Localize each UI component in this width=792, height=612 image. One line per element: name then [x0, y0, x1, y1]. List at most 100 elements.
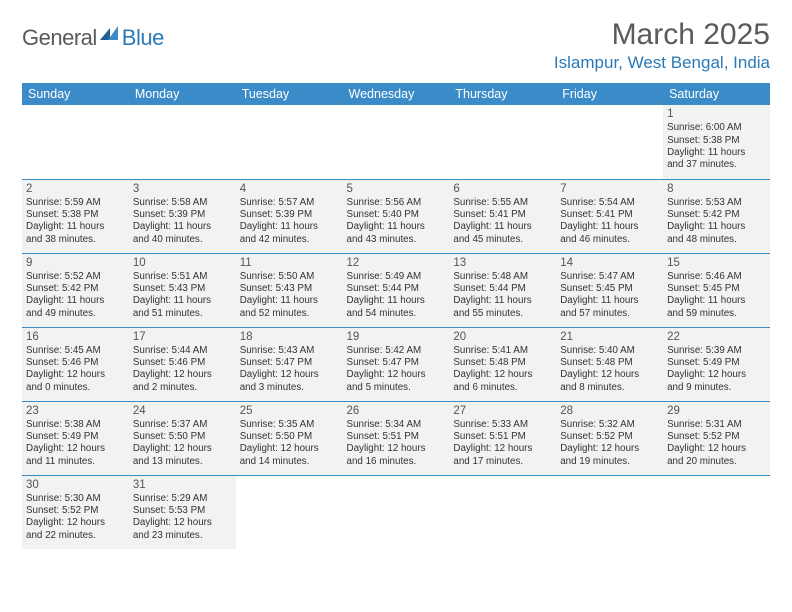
calendar-week-row: 23Sunrise: 5:38 AMSunset: 5:49 PMDayligh… [22, 401, 770, 475]
daylight-text: Daylight: 12 hours [26, 369, 125, 381]
daylight-text: and 0 minutes. [26, 382, 125, 394]
daylight-text: Daylight: 12 hours [26, 443, 125, 455]
sunrise-text: Sunrise: 5:50 AM [240, 271, 339, 283]
calendar-cell: 12Sunrise: 5:49 AMSunset: 5:44 PMDayligh… [343, 253, 450, 327]
sunrise-text: Sunrise: 5:51 AM [133, 271, 232, 283]
calendar-cell: 31Sunrise: 5:29 AMSunset: 5:53 PMDayligh… [129, 475, 236, 549]
daylight-text: and 38 minutes. [26, 234, 125, 246]
day-number: 14 [560, 256, 659, 270]
day-number: 3 [133, 182, 232, 196]
sunrise-text: Sunrise: 5:57 AM [240, 197, 339, 209]
calendar-cell: 19Sunrise: 5:42 AMSunset: 5:47 PMDayligh… [343, 327, 450, 401]
day-number: 16 [26, 330, 125, 344]
sunset-text: Sunset: 5:52 PM [560, 431, 659, 443]
calendar-week-row: 30Sunrise: 5:30 AMSunset: 5:52 PMDayligh… [22, 475, 770, 549]
daylight-text: Daylight: 11 hours [667, 147, 766, 159]
sunrise-text: Sunrise: 5:42 AM [347, 345, 446, 357]
sunrise-text: Sunrise: 5:48 AM [453, 271, 552, 283]
calendar-cell [663, 475, 770, 549]
sunrise-text: Sunrise: 5:34 AM [347, 419, 446, 431]
calendar-cell [556, 105, 663, 179]
day-number: 26 [347, 404, 446, 418]
sunrise-text: Sunrise: 5:43 AM [240, 345, 339, 357]
flag-icon [100, 24, 120, 45]
sunset-text: Sunset: 5:40 PM [347, 209, 446, 221]
sunrise-text: Sunrise: 5:29 AM [133, 493, 232, 505]
calendar-cell: 16Sunrise: 5:45 AMSunset: 5:46 PMDayligh… [22, 327, 129, 401]
daylight-text: Daylight: 12 hours [453, 443, 552, 455]
day-number: 11 [240, 256, 339, 270]
daylight-text: and 55 minutes. [453, 308, 552, 320]
calendar-week-row: 2Sunrise: 5:59 AMSunset: 5:38 PMDaylight… [22, 179, 770, 253]
daylight-text: and 42 minutes. [240, 234, 339, 246]
page-header: General Blue March 2025 Islampur, West B… [22, 18, 770, 73]
weekday-header: Thursday [449, 83, 556, 105]
daylight-text: and 6 minutes. [453, 382, 552, 394]
sunrise-text: Sunrise: 5:45 AM [26, 345, 125, 357]
calendar-cell: 6Sunrise: 5:55 AMSunset: 5:41 PMDaylight… [449, 179, 556, 253]
calendar-cell: 27Sunrise: 5:33 AMSunset: 5:51 PMDayligh… [449, 401, 556, 475]
day-number: 29 [667, 404, 766, 418]
daylight-text: Daylight: 12 hours [453, 369, 552, 381]
calendar-cell: 2Sunrise: 5:59 AMSunset: 5:38 PMDaylight… [22, 179, 129, 253]
daylight-text: and 20 minutes. [667, 456, 766, 468]
calendar-cell [129, 105, 236, 179]
daylight-text: Daylight: 12 hours [133, 517, 232, 529]
daylight-text: Daylight: 12 hours [347, 443, 446, 455]
sunset-text: Sunset: 5:41 PM [453, 209, 552, 221]
calendar-cell [343, 475, 450, 549]
day-number: 5 [347, 182, 446, 196]
daylight-text: Daylight: 11 hours [560, 295, 659, 307]
daylight-text: and 2 minutes. [133, 382, 232, 394]
calendar-cell: 25Sunrise: 5:35 AMSunset: 5:50 PMDayligh… [236, 401, 343, 475]
daylight-text: and 23 minutes. [133, 530, 232, 542]
calendar-cell [236, 475, 343, 549]
daylight-text: and 46 minutes. [560, 234, 659, 246]
calendar-cell: 7Sunrise: 5:54 AMSunset: 5:41 PMDaylight… [556, 179, 663, 253]
location-label: Islampur, West Bengal, India [554, 53, 770, 73]
calendar-cell [449, 475, 556, 549]
day-number: 21 [560, 330, 659, 344]
weekday-header-row: Sunday Monday Tuesday Wednesday Thursday… [22, 83, 770, 105]
calendar-cell: 8Sunrise: 5:53 AMSunset: 5:42 PMDaylight… [663, 179, 770, 253]
daylight-text: Daylight: 12 hours [26, 517, 125, 529]
sunset-text: Sunset: 5:51 PM [453, 431, 552, 443]
sunrise-text: Sunrise: 5:32 AM [560, 419, 659, 431]
sunset-text: Sunset: 5:53 PM [133, 505, 232, 517]
sunset-text: Sunset: 5:44 PM [347, 283, 446, 295]
sunset-text: Sunset: 5:38 PM [667, 135, 766, 147]
day-number: 22 [667, 330, 766, 344]
daylight-text: Daylight: 11 hours [347, 295, 446, 307]
day-number: 1 [667, 107, 766, 121]
calendar-cell: 13Sunrise: 5:48 AMSunset: 5:44 PMDayligh… [449, 253, 556, 327]
calendar-cell: 15Sunrise: 5:46 AMSunset: 5:45 PMDayligh… [663, 253, 770, 327]
sunset-text: Sunset: 5:47 PM [347, 357, 446, 369]
daylight-text: Daylight: 11 hours [240, 221, 339, 233]
calendar-table: Sunday Monday Tuesday Wednesday Thursday… [22, 83, 770, 549]
daylight-text: Daylight: 11 hours [667, 221, 766, 233]
daylight-text: and 11 minutes. [26, 456, 125, 468]
sunrise-text: Sunrise: 5:35 AM [240, 419, 339, 431]
calendar-cell: 9Sunrise: 5:52 AMSunset: 5:42 PMDaylight… [22, 253, 129, 327]
page-title: March 2025 [554, 18, 770, 52]
weekday-header: Friday [556, 83, 663, 105]
calendar-cell: 10Sunrise: 5:51 AMSunset: 5:43 PMDayligh… [129, 253, 236, 327]
sunset-text: Sunset: 5:42 PM [667, 209, 766, 221]
daylight-text: Daylight: 12 hours [667, 369, 766, 381]
daylight-text: Daylight: 12 hours [240, 369, 339, 381]
sunrise-text: Sunrise: 5:52 AM [26, 271, 125, 283]
day-number: 13 [453, 256, 552, 270]
daylight-text: and 3 minutes. [240, 382, 339, 394]
daylight-text: and 13 minutes. [133, 456, 232, 468]
daylight-text: and 45 minutes. [453, 234, 552, 246]
sunset-text: Sunset: 5:43 PM [240, 283, 339, 295]
sunrise-text: Sunrise: 5:59 AM [26, 197, 125, 209]
calendar-cell [343, 105, 450, 179]
calendar-cell: 4Sunrise: 5:57 AMSunset: 5:39 PMDaylight… [236, 179, 343, 253]
daylight-text: and 43 minutes. [347, 234, 446, 246]
daylight-text: and 59 minutes. [667, 308, 766, 320]
day-number: 31 [133, 478, 232, 492]
daylight-text: Daylight: 11 hours [133, 295, 232, 307]
day-number: 8 [667, 182, 766, 196]
sunset-text: Sunset: 5:49 PM [26, 431, 125, 443]
